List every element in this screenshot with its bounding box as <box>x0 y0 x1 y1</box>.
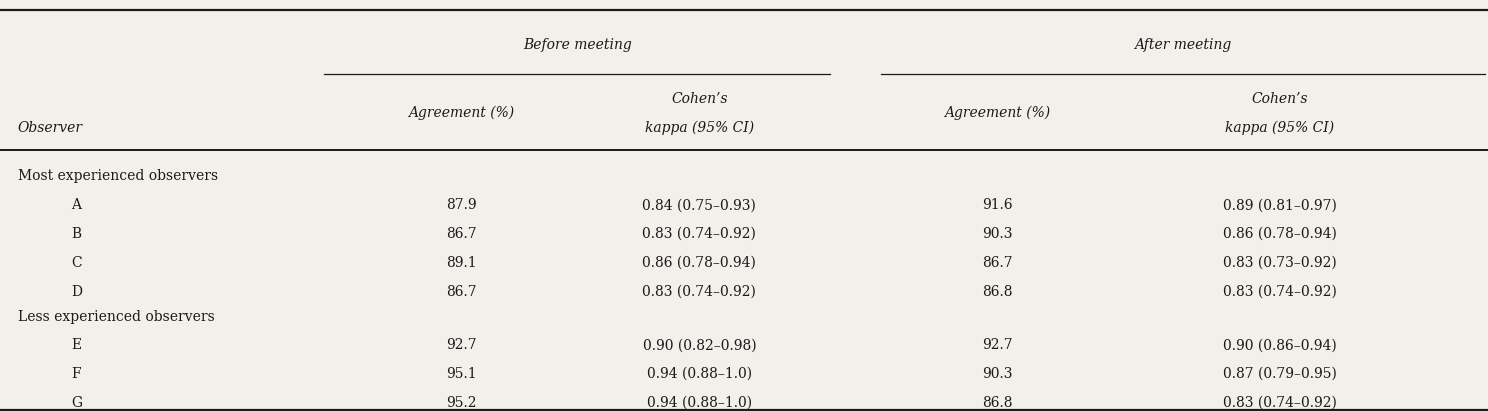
Text: After meeting: After meeting <box>1134 38 1232 52</box>
Text: F: F <box>71 367 80 381</box>
Text: E: E <box>71 338 82 352</box>
Text: D: D <box>71 285 82 299</box>
Text: kappa (95% CI): kappa (95% CI) <box>644 121 754 135</box>
Text: 0.86 (0.78–0.94): 0.86 (0.78–0.94) <box>1223 227 1336 241</box>
Text: 92.7: 92.7 <box>446 338 476 352</box>
Text: Agreement (%): Agreement (%) <box>408 106 515 120</box>
Text: 90.3: 90.3 <box>982 227 1012 241</box>
Text: 0.90 (0.82–0.98): 0.90 (0.82–0.98) <box>643 338 756 352</box>
Text: 92.7: 92.7 <box>982 338 1012 352</box>
Text: 0.84 (0.75–0.93): 0.84 (0.75–0.93) <box>643 198 756 212</box>
Text: Before meeting: Before meeting <box>522 38 632 52</box>
Text: Agreement (%): Agreement (%) <box>943 106 1051 120</box>
Text: 91.6: 91.6 <box>982 198 1012 212</box>
Text: 0.94 (0.88–1.0): 0.94 (0.88–1.0) <box>647 367 751 381</box>
Text: 90.3: 90.3 <box>982 367 1012 381</box>
Text: Cohen’s: Cohen’s <box>671 92 728 106</box>
Text: kappa (95% CI): kappa (95% CI) <box>1225 121 1335 135</box>
Text: 0.83 (0.74–0.92): 0.83 (0.74–0.92) <box>1223 396 1336 410</box>
Text: A: A <box>71 198 82 212</box>
Text: 86.8: 86.8 <box>982 285 1012 299</box>
Text: 95.2: 95.2 <box>446 396 476 410</box>
Text: 86.7: 86.7 <box>446 227 476 241</box>
Text: 0.89 (0.81–0.97): 0.89 (0.81–0.97) <box>1223 198 1336 212</box>
Text: 0.83 (0.74–0.92): 0.83 (0.74–0.92) <box>643 285 756 299</box>
Text: Most experienced observers: Most experienced observers <box>18 169 217 183</box>
Text: Observer: Observer <box>18 121 83 135</box>
Text: 0.90 (0.86–0.94): 0.90 (0.86–0.94) <box>1223 338 1336 352</box>
Text: G: G <box>71 396 82 410</box>
Text: 0.83 (0.74–0.92): 0.83 (0.74–0.92) <box>643 227 756 241</box>
Text: Less experienced observers: Less experienced observers <box>18 310 214 324</box>
Text: Cohen’s: Cohen’s <box>1251 92 1308 106</box>
Text: 86.8: 86.8 <box>982 396 1012 410</box>
Text: 95.1: 95.1 <box>446 367 476 381</box>
Text: 0.83 (0.73–0.92): 0.83 (0.73–0.92) <box>1223 256 1336 270</box>
Text: C: C <box>71 256 82 270</box>
Text: 86.7: 86.7 <box>982 256 1012 270</box>
Text: 0.83 (0.74–0.92): 0.83 (0.74–0.92) <box>1223 285 1336 299</box>
Text: 89.1: 89.1 <box>446 256 476 270</box>
Text: 0.94 (0.88–1.0): 0.94 (0.88–1.0) <box>647 396 751 410</box>
Text: 87.9: 87.9 <box>446 198 476 212</box>
Text: B: B <box>71 227 82 241</box>
Text: 0.87 (0.79–0.95): 0.87 (0.79–0.95) <box>1223 367 1336 381</box>
Text: 0.86 (0.78–0.94): 0.86 (0.78–0.94) <box>643 256 756 270</box>
Text: 86.7: 86.7 <box>446 285 476 299</box>
